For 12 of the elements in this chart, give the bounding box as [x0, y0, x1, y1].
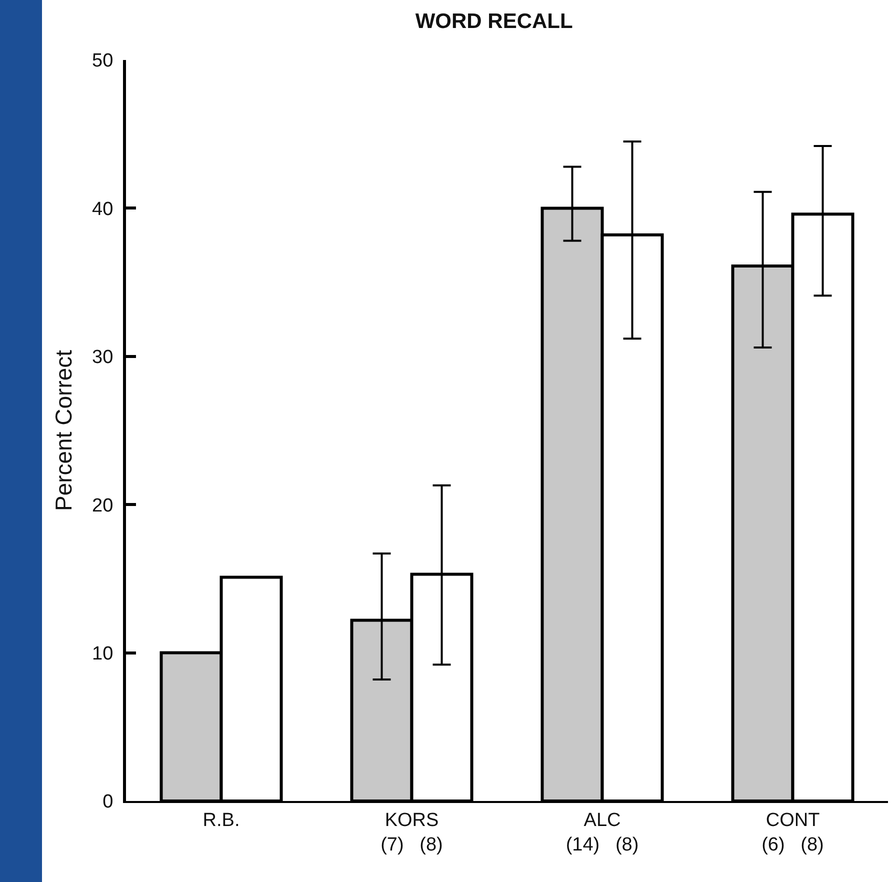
y-tick-label: 50: [92, 50, 114, 72]
x-tick-label: KORS (7) (8): [380, 810, 443, 856]
x-tick-label: R.B.: [202, 810, 240, 831]
y-tick-label: 10: [92, 643, 114, 664]
y-tick-label: 0: [102, 792, 114, 813]
y-axis-title: Percent Correct: [50, 349, 77, 512]
y-tick-label: 30: [92, 347, 114, 368]
x-tick-label: ALC (14) (8): [566, 810, 639, 856]
chart-title: WORD RECALL: [415, 10, 573, 33]
y-tick-label: 40: [92, 198, 114, 220]
x-tick-label: CONT (6) (8): [762, 810, 824, 856]
y-tick-label: 20: [92, 495, 114, 516]
